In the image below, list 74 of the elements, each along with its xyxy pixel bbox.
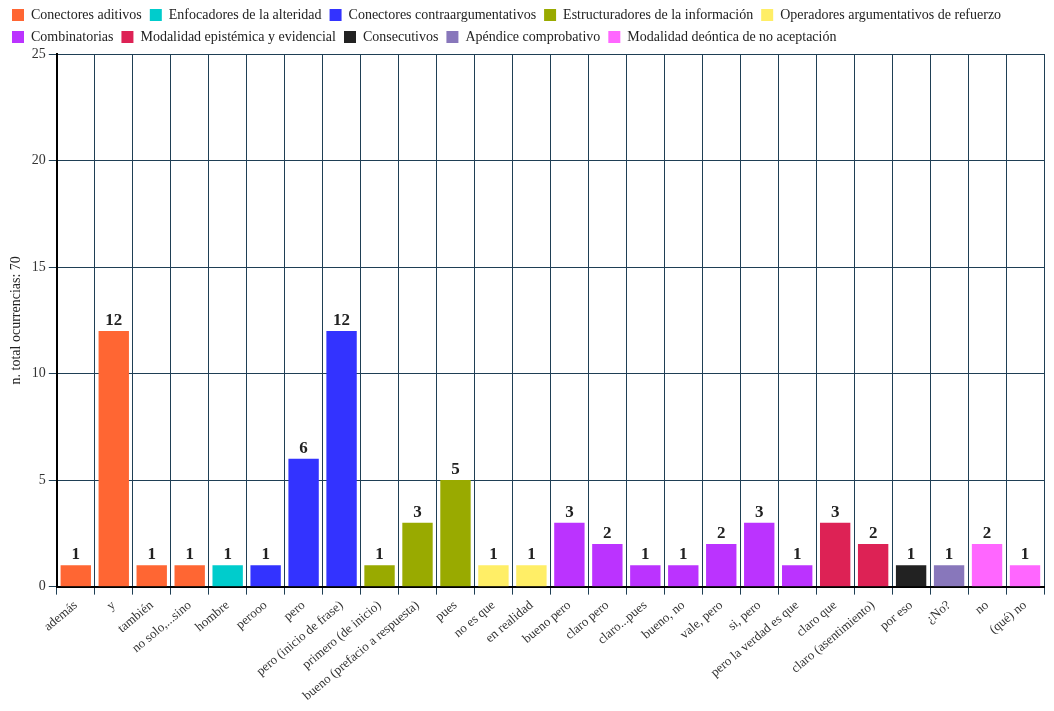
data-label: 1 bbox=[261, 544, 270, 564]
data-label: 1 bbox=[641, 544, 650, 564]
bar bbox=[402, 522, 433, 587]
data-label: 1 bbox=[679, 544, 688, 564]
bar bbox=[136, 565, 167, 587]
y-tick-label: 10 bbox=[31, 365, 46, 381]
legend-label: Conectores aditivos bbox=[31, 6, 142, 22]
data-label: 1 bbox=[375, 544, 384, 564]
data-label: 2 bbox=[603, 522, 612, 542]
bar bbox=[668, 565, 699, 587]
bar bbox=[782, 565, 813, 587]
bar bbox=[630, 565, 661, 587]
y-tick-label: 20 bbox=[31, 152, 46, 168]
bar bbox=[60, 565, 91, 587]
bar bbox=[212, 565, 243, 587]
legend-label: Modalidad deóntica de no aceptación bbox=[627, 28, 837, 44]
data-label: 5 bbox=[451, 458, 460, 478]
bar bbox=[819, 522, 851, 587]
y-tick-label: 15 bbox=[31, 258, 46, 274]
x-tick-label: pero bbox=[280, 597, 308, 624]
bar bbox=[971, 544, 1003, 587]
data-label: 12 bbox=[105, 309, 123, 329]
legend-label: Modalidad epistémica y evidencial bbox=[140, 28, 337, 44]
y-tick-label: 5 bbox=[38, 471, 46, 487]
data-label: 3 bbox=[830, 501, 840, 521]
bar bbox=[174, 565, 205, 587]
data-label: 1 bbox=[792, 544, 802, 564]
data-label: 2 bbox=[868, 522, 878, 542]
data-label: 1 bbox=[223, 544, 232, 564]
bar bbox=[592, 544, 623, 587]
legend-label: Apéndice comprobativo bbox=[465, 28, 601, 44]
data-label: 2 bbox=[982, 522, 992, 542]
bar bbox=[364, 565, 395, 587]
bar bbox=[857, 544, 889, 587]
legend-label: Enfocadores de la alteridad bbox=[168, 6, 322, 22]
bar bbox=[326, 330, 357, 587]
data-label: 3 bbox=[754, 501, 764, 521]
data-label: 12 bbox=[333, 309, 351, 329]
legend-label: Conectores contraargumentativos bbox=[348, 6, 537, 22]
bar bbox=[933, 565, 965, 587]
bar bbox=[1009, 565, 1041, 587]
data-label: 1 bbox=[527, 544, 536, 564]
legend-label: Combinatorias bbox=[31, 28, 114, 44]
bar bbox=[516, 565, 547, 587]
bar bbox=[440, 480, 471, 587]
bar bbox=[288, 458, 319, 587]
bar bbox=[706, 544, 737, 587]
data-label: 1 bbox=[185, 544, 194, 564]
legend-label: Consecutivos bbox=[362, 28, 439, 44]
data-label: 1 bbox=[1020, 544, 1030, 564]
y-tick-label: 0 bbox=[38, 578, 46, 594]
legend-label: Operadores argumentativos de refuerzo bbox=[780, 6, 1002, 22]
x-tick-label: y bbox=[103, 596, 119, 613]
data-label: 2 bbox=[717, 522, 726, 542]
x-tick-label: por eso bbox=[876, 597, 916, 633]
x-tick-label: no bbox=[971, 597, 992, 617]
data-label: 3 bbox=[565, 501, 574, 521]
data-label: 1 bbox=[944, 544, 954, 564]
bar bbox=[250, 565, 281, 587]
x-tick-label: pues bbox=[431, 597, 460, 624]
data-label: 1 bbox=[906, 544, 916, 564]
y-tick-label: 25 bbox=[31, 45, 46, 61]
y-axis-title: n. total ocurrencias: 70 bbox=[8, 256, 24, 385]
data-label: 6 bbox=[299, 437, 308, 457]
bar bbox=[895, 565, 927, 587]
data-label: 1 bbox=[489, 544, 498, 564]
bar bbox=[98, 330, 129, 587]
data-label: 1 bbox=[71, 544, 81, 564]
bar bbox=[478, 565, 509, 587]
data-label: 1 bbox=[147, 544, 156, 564]
bar bbox=[744, 522, 775, 587]
data-label: 3 bbox=[413, 501, 422, 521]
legend-label: Estructuradores de la información bbox=[563, 6, 754, 22]
bar bbox=[554, 522, 585, 587]
